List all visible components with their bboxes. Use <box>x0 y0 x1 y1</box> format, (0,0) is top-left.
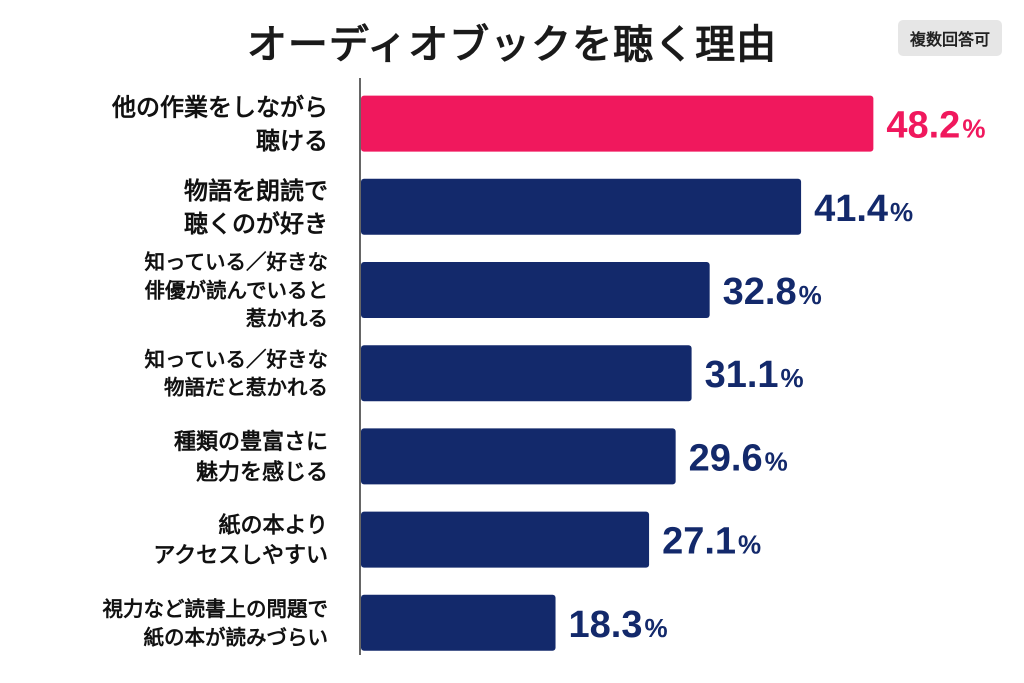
category-label: 視力など読書上の問題で紙の本が読みづらい <box>102 597 329 649</box>
bar <box>361 594 556 651</box>
data-label: 31.1% <box>705 354 804 396</box>
category-label: 物語を朗読で聴くのが好き <box>184 177 328 238</box>
category-label: 種類の豊富さに魅力を感じる <box>174 429 328 485</box>
bar <box>361 428 676 485</box>
bar <box>361 511 650 568</box>
bar <box>361 345 692 402</box>
data-label: 32.8% <box>723 271 822 313</box>
category-label: 知っている／好きな物語だと惹かれる <box>145 347 328 399</box>
bar <box>361 95 874 152</box>
data-label: 18.3% <box>569 604 668 646</box>
data-label: 29.6% <box>689 437 788 479</box>
category-label: 紙の本よりアクセスしやすい <box>153 512 328 568</box>
category-label: 他の作業をしながら聴ける <box>111 94 328 155</box>
bar <box>361 262 710 318</box>
data-label: 27.1% <box>662 521 761 563</box>
data-label: 48.2% <box>886 105 985 147</box>
data-label: 41.4% <box>814 188 913 230</box>
chart-title: オーディオブックを聴く理由 <box>246 22 778 68</box>
category-label: 知っている／好きな俳優が読んでいると惹かれる <box>145 250 328 331</box>
bar <box>361 178 802 235</box>
multiple-answers-badge: 複数回答可 <box>897 20 1002 56</box>
